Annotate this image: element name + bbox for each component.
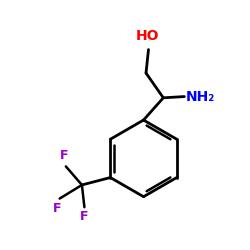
Text: F: F (53, 202, 62, 214)
Text: HO: HO (136, 29, 159, 43)
Text: NH₂: NH₂ (186, 90, 215, 104)
Text: F: F (60, 149, 69, 162)
Text: F: F (80, 210, 89, 223)
